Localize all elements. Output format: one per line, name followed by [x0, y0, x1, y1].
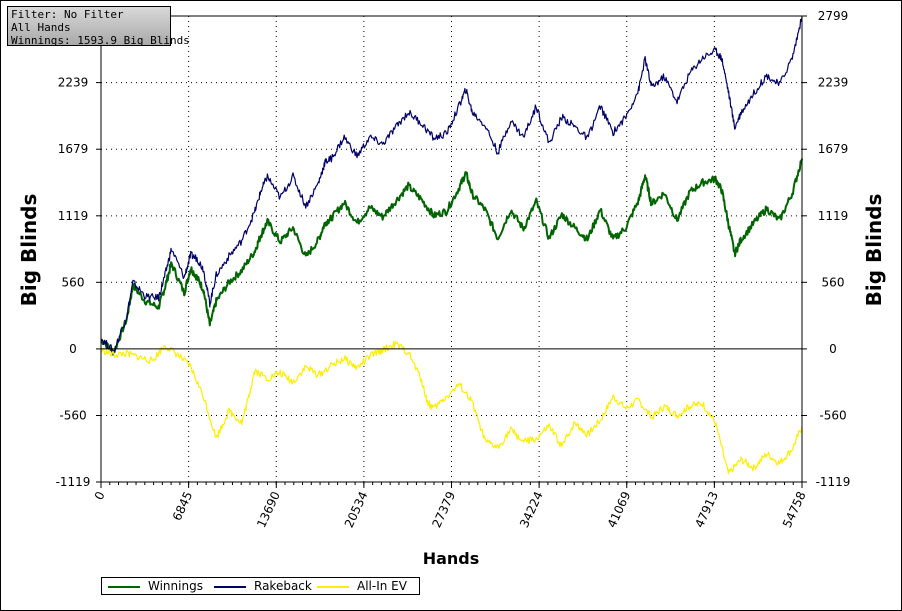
- x-tick-label: 13690: [254, 489, 283, 530]
- filter-text: Filter: No Filter: [11, 8, 124, 21]
- legend-label-winnings: Winnings: [148, 579, 203, 593]
- x-tick-label: 27379: [429, 489, 458, 530]
- y-tick-label-right: 1679: [818, 142, 849, 156]
- x-tick-label: 0: [92, 489, 108, 502]
- y-tick-label-right: 2799: [818, 9, 849, 23]
- legend-swatch-allin-ev: [317, 586, 349, 588]
- y-tick-label-right: 560: [822, 275, 845, 289]
- y-tick-label-left: 560: [62, 275, 85, 289]
- series-line-allin-ev: [100, 340, 803, 475]
- series-line-rakeback: [100, 17, 803, 353]
- y-tick-label-left: 0: [69, 342, 77, 356]
- y-tick-label-left: -560: [59, 409, 86, 423]
- y-tick-label-left: 1119: [58, 209, 89, 223]
- plot-area: [100, 15, 803, 483]
- series-line-winnings: [100, 158, 803, 356]
- info-box: Filter: No Filter All Hands Winnings: 15…: [7, 6, 190, 47]
- x-tick-label: 47913: [692, 489, 721, 530]
- y-axis-title-right: Big Blinds: [862, 194, 886, 307]
- y-tick-label-right: 2239: [818, 76, 849, 90]
- y-tick-label-left: -1119: [56, 475, 91, 489]
- y-tick-label-right: 1119: [818, 209, 849, 223]
- legend-swatch-winnings: [108, 586, 140, 588]
- y-tick-label-left: 1679: [58, 142, 89, 156]
- y-axis-title-left: Big Blinds: [17, 194, 41, 307]
- y-tick-label-right: 0: [829, 342, 837, 356]
- y-tick-label-right: -1119: [816, 475, 851, 489]
- series-layer: [100, 17, 803, 475]
- y-tick-label-left: 2239: [58, 76, 89, 90]
- hands-text: All Hands: [11, 21, 71, 34]
- legend-swatch-rakeback: [214, 586, 246, 588]
- y-tick-label-right: -560: [819, 409, 846, 423]
- x-tick-label: 41069: [605, 489, 634, 530]
- x-tick-label: 54758: [780, 489, 809, 530]
- legend-label-rakeback: Rakeback: [254, 579, 312, 593]
- legend: Winnings Rakeback All-In EV: [101, 577, 420, 595]
- legend-label-allin-ev: All-In EV: [357, 579, 407, 593]
- winnings-text: Winnings: 1593.9 Big Blinds: [11, 34, 190, 47]
- x-tick-label: 6845: [170, 489, 196, 523]
- x-axis-title: Hands: [423, 549, 480, 568]
- axes: [96, 15, 807, 488]
- grid: [101, 16, 802, 482]
- x-tick-label: 34224: [517, 489, 546, 530]
- x-tick-label: 20534: [342, 489, 371, 530]
